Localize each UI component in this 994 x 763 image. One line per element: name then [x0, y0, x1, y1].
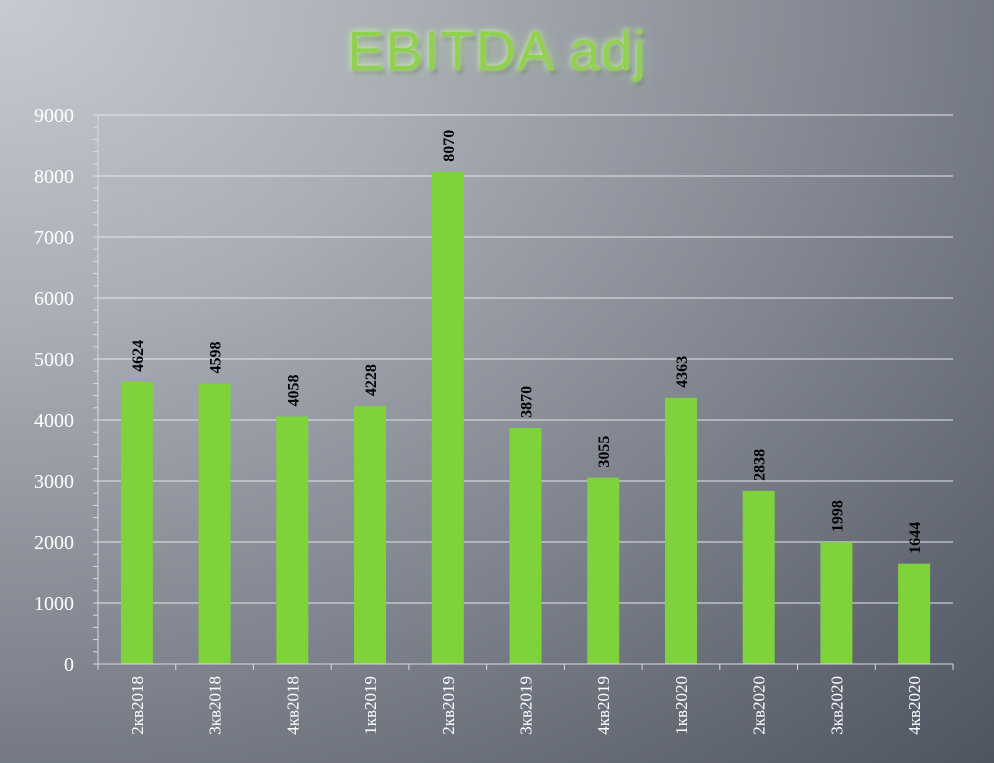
data-label: 3870 — [519, 386, 536, 418]
bar — [898, 563, 931, 664]
data-label: 1998 — [829, 500, 846, 532]
data-label: 8070 — [441, 130, 458, 162]
bar — [664, 397, 697, 664]
y-tick-label: 4000 — [34, 410, 74, 432]
bar — [354, 406, 387, 664]
bar — [276, 416, 309, 664]
x-tick-label: 4кв2018 — [283, 676, 302, 735]
data-label: 3055 — [596, 436, 613, 468]
y-axis: 0 1000 2000 3000 4000 5000 6000 7000 8000 9000 — [34, 105, 99, 676]
x-tick-label: 2кв2020 — [750, 676, 769, 735]
bars — [120, 171, 931, 665]
x-axis: 2кв2018 3кв2018 4кв2018 1кв2019 2кв2019 3кв20… — [97, 663, 954, 735]
y-tick-label: 5000 — [34, 349, 74, 371]
bar — [120, 381, 153, 664]
bar — [431, 171, 464, 665]
data-label: 2838 — [752, 449, 769, 481]
y-tick-label: 8000 — [34, 166, 74, 188]
chart-title: EBITDA adj — [347, 19, 647, 82]
y-tick-label: 2000 — [34, 532, 74, 554]
data-label: 4598 — [208, 342, 225, 374]
data-label: 4228 — [363, 364, 380, 396]
data-labels: 4624 4598 4058 4228 8070 3870 3055 4363 2838 1998… — [130, 130, 924, 554]
x-tick-label: 2кв2018 — [128, 676, 147, 735]
y-tick-label: 6000 — [34, 288, 74, 310]
bar — [587, 477, 620, 664]
x-tick-label: 2кв2019 — [439, 676, 458, 735]
bar — [820, 542, 853, 664]
x-tick-label: 3кв2020 — [827, 676, 846, 735]
data-label: 4624 — [130, 340, 147, 372]
x-tick-label: 1кв2020 — [672, 676, 691, 735]
y-tick-label: 7000 — [34, 227, 74, 249]
y-tick-label: 9000 — [34, 105, 74, 127]
data-label: 4363 — [674, 356, 691, 388]
data-label: 4058 — [285, 374, 302, 406]
y-tick-label: 0 — [64, 654, 74, 676]
x-tick-label: 1кв2019 — [361, 676, 380, 735]
data-label: 1644 — [907, 522, 924, 554]
x-tick-label: 3кв2018 — [206, 676, 225, 735]
x-tick-label: 3кв2019 — [517, 676, 536, 735]
bar — [742, 490, 775, 664]
x-tick-label: 4кв2020 — [905, 676, 924, 735]
bar — [198, 383, 231, 664]
y-tick-label: 1000 — [34, 593, 74, 615]
bar — [509, 427, 542, 664]
y-tick-label: 3000 — [34, 471, 74, 493]
x-tick-label: 4кв2019 — [594, 676, 613, 735]
